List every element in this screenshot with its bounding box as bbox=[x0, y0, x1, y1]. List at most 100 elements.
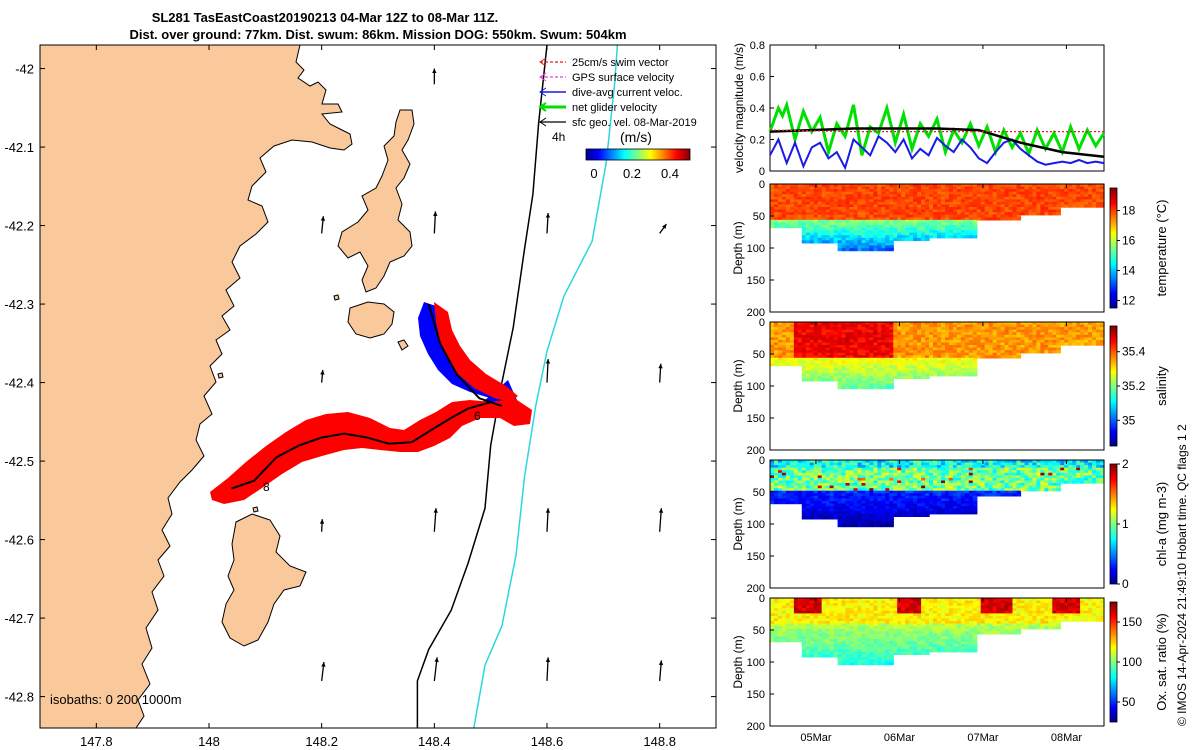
section-cell bbox=[976, 184, 982, 188]
section-cell bbox=[937, 227, 942, 231]
section-cell bbox=[778, 467, 783, 471]
section-cell bbox=[941, 219, 946, 223]
section-cell bbox=[857, 503, 863, 507]
section-cell bbox=[829, 493, 835, 497]
section-cell bbox=[984, 490, 990, 494]
section-cell bbox=[956, 186, 962, 190]
section-cell bbox=[778, 355, 783, 359]
section-cell bbox=[925, 334, 930, 338]
section-cell bbox=[1100, 339, 1105, 344]
section-cell bbox=[861, 194, 867, 198]
section-cell bbox=[805, 217, 811, 221]
section-cell bbox=[984, 332, 990, 336]
section-cell bbox=[1032, 186, 1037, 190]
section-cell bbox=[853, 524, 859, 528]
section-cell bbox=[821, 339, 827, 344]
section-cell bbox=[801, 600, 807, 604]
section-cell bbox=[853, 345, 859, 349]
section-cell bbox=[873, 360, 878, 364]
section-cell bbox=[837, 248, 843, 252]
section-cell bbox=[833, 352, 839, 356]
section-cell bbox=[877, 501, 882, 505]
section-cell bbox=[1100, 460, 1105, 464]
section-cell bbox=[1048, 345, 1053, 349]
section-cell bbox=[817, 237, 823, 241]
cbar-tick-label: 16 bbox=[1122, 234, 1136, 248]
section-cell bbox=[833, 201, 839, 206]
section-cell bbox=[845, 342, 851, 346]
section-cell bbox=[921, 337, 926, 341]
section-cell bbox=[913, 235, 918, 239]
section-cell bbox=[960, 355, 966, 359]
section-cell bbox=[853, 327, 859, 331]
section-cell bbox=[1068, 477, 1073, 482]
section-cell bbox=[845, 477, 851, 482]
section-cell bbox=[1096, 201, 1101, 206]
section-cell bbox=[885, 350, 890, 354]
section-cell bbox=[793, 490, 799, 494]
section-cell bbox=[877, 199, 882, 203]
section-cell bbox=[781, 488, 787, 492]
section-cell bbox=[813, 196, 819, 200]
section-cell bbox=[948, 230, 954, 234]
section-cell bbox=[829, 357, 835, 361]
section-cell bbox=[770, 332, 775, 336]
section-cell bbox=[881, 477, 886, 482]
section-cell bbox=[964, 373, 970, 377]
section-cell bbox=[869, 207, 874, 211]
section-cell bbox=[881, 483, 886, 487]
section-cell bbox=[873, 524, 878, 528]
section-cell bbox=[897, 329, 902, 333]
section-cell bbox=[917, 339, 922, 344]
section-cell bbox=[956, 488, 962, 492]
section-cell bbox=[968, 470, 974, 474]
section-cell bbox=[853, 511, 859, 515]
section-cell bbox=[841, 207, 847, 211]
section-cell bbox=[857, 375, 863, 379]
section-cell bbox=[1072, 196, 1077, 200]
section-cell bbox=[980, 329, 986, 333]
section-cell bbox=[1096, 324, 1101, 328]
section-cell bbox=[813, 506, 819, 510]
section-cell bbox=[809, 357, 815, 361]
section-cell bbox=[885, 194, 890, 198]
section-cell bbox=[793, 363, 799, 367]
section-cell bbox=[1056, 480, 1061, 484]
section-cell bbox=[1048, 212, 1053, 216]
section-cell bbox=[1000, 345, 1006, 349]
section-cell bbox=[885, 214, 890, 218]
section-cell bbox=[845, 217, 851, 221]
section-cell bbox=[805, 610, 811, 614]
section-cell bbox=[913, 472, 918, 476]
section-cell bbox=[972, 322, 978, 326]
section-cell bbox=[825, 488, 831, 492]
section-cell bbox=[941, 332, 946, 336]
section-cell bbox=[877, 480, 882, 484]
section-cell bbox=[861, 337, 867, 341]
section-cell bbox=[797, 324, 803, 328]
section-cell bbox=[1032, 189, 1037, 193]
section-cell bbox=[865, 227, 870, 231]
section-cell bbox=[861, 201, 867, 206]
section-cell bbox=[861, 498, 867, 502]
section-cell bbox=[893, 184, 898, 188]
section-cell bbox=[1028, 322, 1034, 326]
section-cell bbox=[770, 477, 775, 482]
section-cell bbox=[829, 322, 835, 326]
section-cell bbox=[1028, 477, 1034, 482]
section-cell bbox=[841, 495, 847, 499]
glider-track-line bbox=[231, 303, 503, 490]
section-cell bbox=[941, 199, 946, 203]
section-cell bbox=[873, 237, 878, 241]
section-cell bbox=[984, 334, 990, 338]
section-cell bbox=[1096, 199, 1101, 203]
section-cell bbox=[988, 465, 994, 469]
section-cell bbox=[881, 472, 886, 476]
section-cell bbox=[853, 237, 859, 241]
section-cell bbox=[945, 219, 950, 223]
section-cell bbox=[845, 352, 851, 356]
section-cell bbox=[778, 462, 783, 466]
section-cell bbox=[948, 480, 954, 484]
section-cell bbox=[960, 337, 966, 341]
section-cell bbox=[905, 191, 910, 195]
